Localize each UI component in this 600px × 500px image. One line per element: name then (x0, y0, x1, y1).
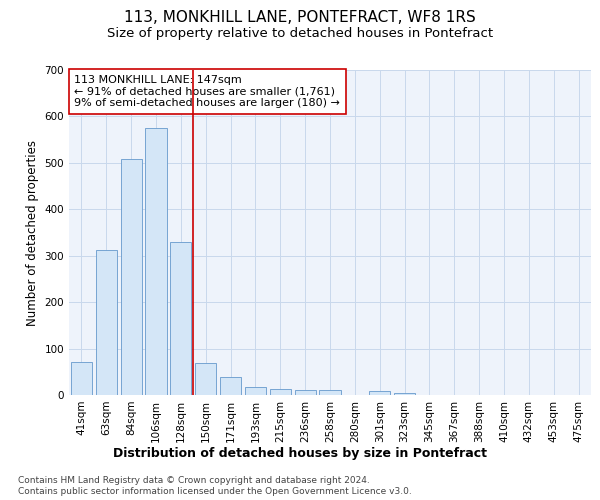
Bar (394, 392, 415, 395)
Bar (369, 392, 390, 395)
Text: 113, MONKHILL LANE, PONTEFRACT, WF8 1RS: 113, MONKHILL LANE, PONTEFRACT, WF8 1RS (124, 10, 476, 25)
Bar (220, 378, 241, 395)
Text: Contains public sector information licensed under the Open Government Licence v3: Contains public sector information licen… (18, 487, 412, 496)
Bar (121, 159, 142, 395)
Bar (270, 390, 291, 395)
Text: Distribution of detached houses by size in Pontefract: Distribution of detached houses by size … (113, 448, 487, 460)
Bar (145, 128, 167, 395)
Bar (245, 386, 266, 395)
Bar (170, 242, 191, 395)
Bar (96, 250, 117, 395)
Bar (195, 362, 216, 395)
Bar (295, 390, 316, 395)
Bar (71, 362, 92, 395)
Text: Contains HM Land Registry data © Crown copyright and database right 2024.: Contains HM Land Registry data © Crown c… (18, 476, 370, 485)
Bar (319, 390, 341, 395)
Y-axis label: Number of detached properties: Number of detached properties (26, 140, 39, 326)
Text: 113 MONKHILL LANE: 147sqm
← 91% of detached houses are smaller (1,761)
9% of sem: 113 MONKHILL LANE: 147sqm ← 91% of detac… (74, 75, 340, 108)
Text: Size of property relative to detached houses in Pontefract: Size of property relative to detached ho… (107, 28, 493, 40)
